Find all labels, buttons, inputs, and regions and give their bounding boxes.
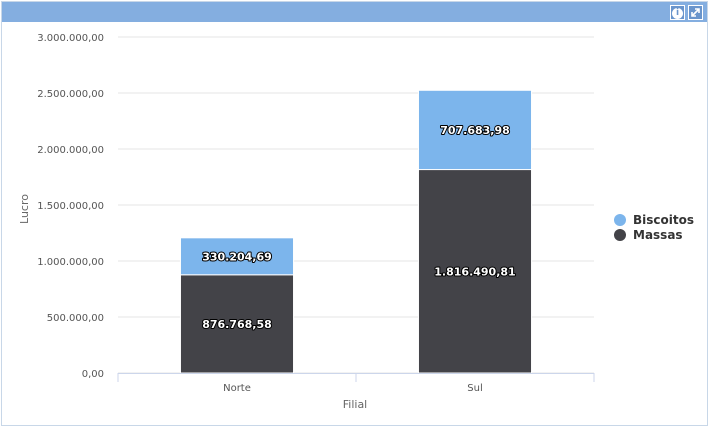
data-label: 707.683,98	[440, 124, 510, 137]
y-tick-label: 2.500.000,00	[37, 89, 104, 100]
x-tick-label: Norte	[223, 383, 251, 394]
x-axis-title: Filial	[343, 398, 368, 411]
legend-marker	[614, 214, 626, 226]
bars: 876.768,58 330.204,69 1.816.490,81 707.683,…	[179, 89, 533, 374]
y-axis: 0,00 500.000,00 1.000.000,00 1.500.000,00 2.…	[37, 33, 104, 380]
legend-label: Biscoitos	[633, 213, 694, 227]
stacked-bar-chart: 0,00 500.000,00 1.000.000,00 1.500.000,00 2.…	[18, 33, 694, 411]
bar-biscoitos	[179, 237, 295, 276]
bar-massas	[417, 169, 533, 374]
y-tick-label: 1.000.000,00	[37, 257, 104, 268]
y-tick-label: 2.000.000,00	[37, 145, 104, 156]
info-button[interactable]: i	[670, 5, 685, 20]
y-tick-label: 3.000.000,00	[37, 33, 104, 44]
data-label: 876.768,58	[202, 318, 272, 331]
legend-label: Massas	[633, 228, 683, 242]
y-tick-label: 500.000,00	[47, 313, 104, 324]
x-tick-label: Sul	[467, 383, 482, 394]
legend-marker	[614, 229, 626, 241]
y-axis-title: Lucro	[18, 194, 31, 224]
bar-biscoitos	[417, 89, 533, 171]
y-tick-label: 0,00	[82, 369, 104, 380]
expand-button[interactable]	[688, 5, 703, 20]
expand-icon	[691, 8, 700, 17]
info-icon: i	[672, 8, 683, 19]
y-tick-label: 1.500.000,00	[37, 201, 104, 212]
data-label: 1.816.490,81	[434, 265, 515, 278]
data-label: 330.204,69	[202, 250, 272, 263]
panel-titlebar: i	[2, 2, 707, 22]
x-axis: Norte Sul	[117, 373, 595, 394]
chart-panel: i 0,00 500.000,00 1.000.000,00 1.500.000,00…	[1, 1, 708, 426]
